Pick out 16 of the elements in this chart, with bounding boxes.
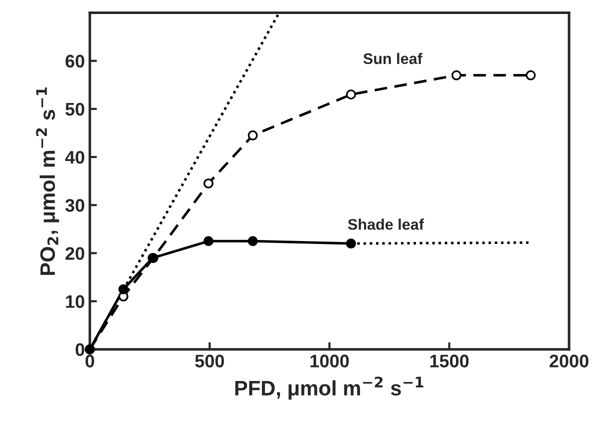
x-tick-label: 2000 [550,354,588,368]
x-tick-label: 0 [86,354,94,368]
y-tick-label: 50 [65,102,84,116]
y-tick-label: 30 [65,199,84,212]
y-axis-title: PO$_{2}$, μmol m$^{−2}$ s$^{−1}$ [36,87,60,275]
y-tick-label: 0 [76,343,84,356]
x-tick-label: 500 [195,354,224,368]
y-tick-label: 60 [66,54,84,68]
y-tick-label: 40 [65,150,84,164]
x-tick-label: 1000 [310,354,349,368]
y-tick-label: 20 [66,247,84,260]
series-label: Shade leaf [348,218,424,230]
series-label: Sun leaf [363,52,422,64]
x-tick-label: 1500 [430,354,469,368]
y-tick-label: 10 [66,295,84,308]
x-axis-title: PFD, μmol m$^{−2}$ s$^{−1}$ [235,376,424,400]
